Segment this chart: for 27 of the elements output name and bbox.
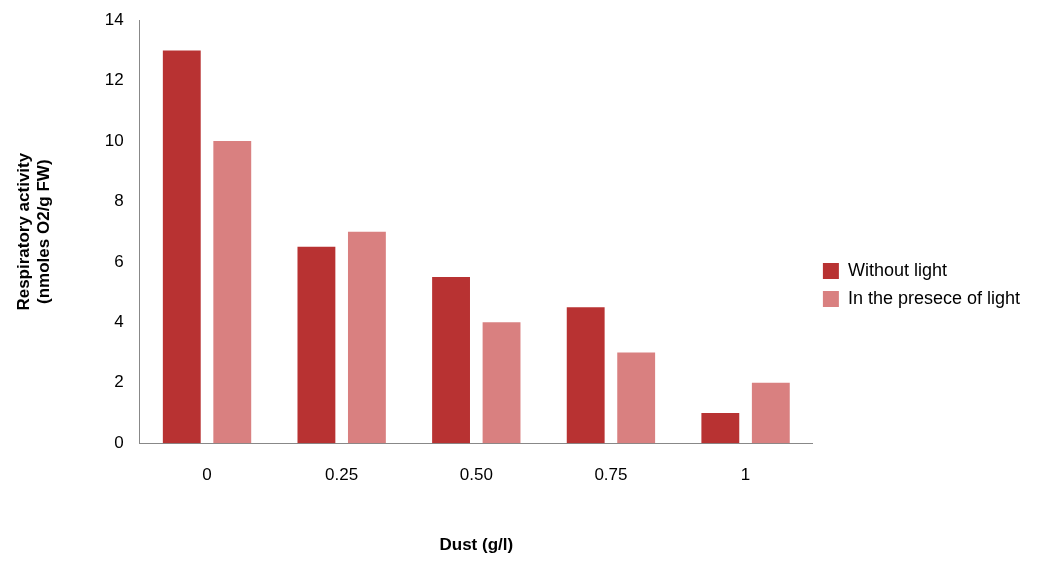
- x-tick-label: 0.75: [594, 465, 628, 485]
- y-tick-label: 10: [104, 130, 124, 150]
- x-tick-label: 0: [202, 465, 212, 485]
- bar: [347, 231, 386, 444]
- bar: [482, 322, 521, 444]
- x-tick-label: 0.50: [459, 465, 493, 485]
- x-tick-label: 0.25: [325, 465, 359, 485]
- bar: [297, 246, 336, 444]
- bar: [617, 352, 656, 444]
- y-tick-label: 8: [114, 191, 124, 211]
- y-tick-label: 2: [114, 372, 124, 392]
- bar: [162, 50, 201, 444]
- x-tick-label: 1: [740, 465, 751, 485]
- y-axis-title: Respiratory activity (nmoles O2/g FW): [13, 152, 54, 311]
- bar: [432, 277, 470, 444]
- bar: [566, 307, 605, 444]
- y-tick-label: 0: [114, 432, 124, 452]
- y-tick-label: 14: [104, 9, 124, 29]
- y-tick-label: 6: [114, 251, 124, 271]
- y-tick-label: 4: [114, 312, 124, 332]
- y-tick-label: 12: [104, 70, 124, 90]
- bar: [701, 412, 740, 444]
- bar: [751, 382, 790, 444]
- legend-label: In the presece of light: [847, 287, 1020, 308]
- legend-label: Without light: [847, 259, 947, 280]
- x-axis-title: Dust (g/l): [439, 535, 514, 555]
- bar: [213, 141, 252, 444]
